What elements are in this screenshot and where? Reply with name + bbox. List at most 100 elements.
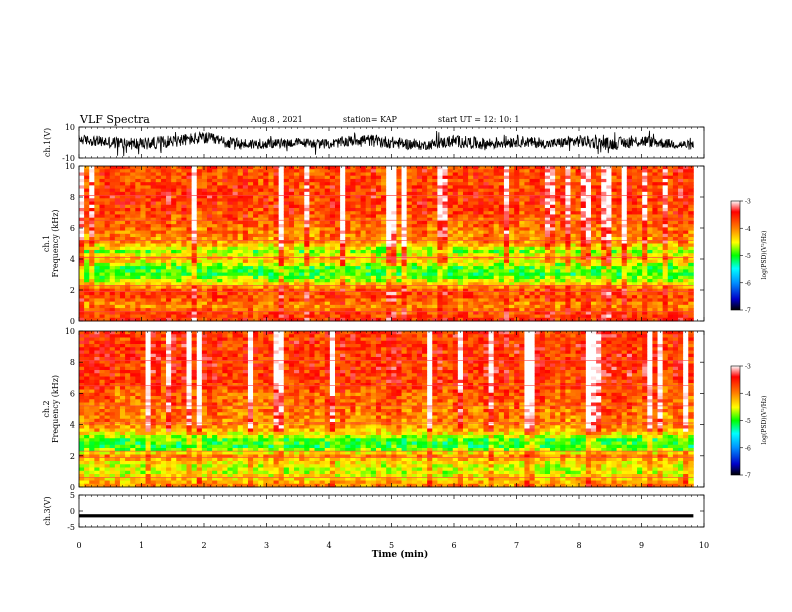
ch1-spectrogram-cell xyxy=(386,282,392,286)
ch1-spectrogram-cell xyxy=(242,195,249,199)
ch1-spectrogram-cell xyxy=(160,253,167,257)
ch1-spectrogram-cell xyxy=(242,214,249,219)
ch1-spectrogram-cell xyxy=(114,259,121,264)
ch1-spectrogram-cell xyxy=(217,295,223,299)
ch1-spectrogram-cell xyxy=(84,214,90,219)
ch1-spectrogram-cell xyxy=(396,317,402,322)
ch1-spectrogram-cell xyxy=(99,314,105,319)
ch1-spectrogram-cell xyxy=(166,172,172,177)
ch1-spectrogram-cell xyxy=(288,172,295,177)
ch1-spectrogram-cell xyxy=(79,178,85,183)
ch1-spectrogram-cell xyxy=(524,166,530,170)
ch1-spectrogram-cell xyxy=(560,233,566,238)
ch1-spectrogram-cell xyxy=(160,240,167,244)
ch1-spectrogram-cell xyxy=(160,214,167,219)
ch1-spectrogram-cell xyxy=(422,246,428,251)
ch1-spectrogram-cell xyxy=(309,311,315,315)
ch1-spectrogram-cell xyxy=(509,314,515,319)
ch1-spectrogram-cell xyxy=(570,269,577,273)
ch1-spectrogram-cell xyxy=(268,166,274,170)
ch1-spectrogram-cell xyxy=(222,198,228,202)
ch1-spectrogram-cell xyxy=(268,304,274,309)
ch1-spectrogram-cell xyxy=(437,240,443,244)
ch1-spectrogram-cell xyxy=(334,191,341,196)
ch1-spectrogram-cell xyxy=(575,224,582,228)
ch1-spectrogram-cell xyxy=(232,195,239,199)
ch1-spectrogram-cell xyxy=(488,269,495,273)
ch1-spectrogram-cell xyxy=(155,217,162,222)
ch1-spectrogram-cell xyxy=(468,246,474,251)
ch1-spectrogram-cell xyxy=(314,259,321,264)
ch1-spectrogram-cell xyxy=(529,275,536,280)
ch1-spectrogram-cell xyxy=(457,304,464,309)
ch1-spectrogram-cell xyxy=(232,275,239,280)
ch1-spectrogram-cell xyxy=(427,279,433,283)
ch1-spectrogram-cell xyxy=(181,237,187,241)
ch1-spectrogram-cell xyxy=(273,240,280,244)
ch1-spectrogram-cell xyxy=(217,266,223,270)
y-tick-label: 10 xyxy=(65,123,75,132)
ch1-spectrogram-cell xyxy=(375,169,382,173)
ch1-spectrogram-cell xyxy=(483,253,489,257)
ch1-spectrogram-cell xyxy=(268,243,274,248)
ch1-spectrogram-cell xyxy=(258,285,264,290)
ch1-spectrogram-cell xyxy=(232,233,239,238)
ch1-spectrogram-cell xyxy=(140,188,146,193)
ch1-spectrogram-cell xyxy=(503,282,510,286)
ch1-spectrogram-cell xyxy=(539,227,546,231)
ch1-spectrogram-cell xyxy=(155,172,162,177)
ch1-spectrogram-cell xyxy=(478,304,484,309)
ch1-spectrogram-cell xyxy=(550,166,556,170)
ch1-spectrogram-cell xyxy=(529,211,536,215)
ch1-spectrogram-cell xyxy=(232,198,239,202)
ch1-spectrogram-cell xyxy=(452,195,459,199)
ch1-spectrogram-cell xyxy=(253,220,259,225)
ch1-spectrogram-cell xyxy=(130,275,136,280)
ch1-spectrogram-cell xyxy=(534,279,541,283)
ch1-spectrogram-cell xyxy=(329,314,336,319)
ch1-spectrogram-cell xyxy=(575,198,582,202)
ch1-spectrogram-cell xyxy=(514,175,520,180)
ch1-spectrogram-cell xyxy=(381,172,387,177)
ch1-spectrogram-cell xyxy=(442,220,449,225)
ch1-spectrogram-cell xyxy=(544,182,551,186)
ch1-waveform-frame xyxy=(78,126,705,159)
ch1-spectrogram-cell xyxy=(539,188,546,193)
ch1-spectrogram-cell xyxy=(227,317,233,322)
ch1-spectrogram-cell xyxy=(99,317,105,322)
ch1-spectrogram-cell xyxy=(468,253,474,257)
ch1-spectrogram-cell xyxy=(324,317,331,322)
ch1-spectrogram-cell xyxy=(488,195,495,199)
ch1-spectrogram-cell xyxy=(396,291,402,296)
ch1-spectrogram-cell xyxy=(375,220,382,225)
ch1-spectrogram-cell xyxy=(381,230,387,235)
ch1-spectrogram-cell xyxy=(427,166,433,170)
ch1-spectrogram-cell xyxy=(575,175,582,180)
ch1-spectrogram-cell xyxy=(514,243,520,248)
ch1-spectrogram-cell xyxy=(99,233,105,238)
ch1-spectrogram-cell xyxy=(206,295,213,299)
ch1-spectrogram-cell xyxy=(514,217,520,222)
ch1-spectrogram-cell xyxy=(196,298,203,303)
ch1-spectrogram-cell xyxy=(217,166,223,170)
ch1-spectrogram-cell xyxy=(550,311,556,315)
ch1-spectrogram-cell xyxy=(94,237,100,241)
ch1-spectrogram-cell xyxy=(232,285,239,290)
ch1-spectrogram-cell xyxy=(201,272,208,277)
ch1-spectrogram-cell xyxy=(432,188,438,193)
ch1-spectrogram-cell xyxy=(585,243,592,248)
ch1-spectrogram-cell xyxy=(217,198,223,202)
ch1-spectrogram-cell xyxy=(104,314,111,319)
ch1-spectrogram-cell xyxy=(432,191,438,196)
ch1-spectrogram-cell xyxy=(488,172,495,177)
ch1-spectrogram-cell xyxy=(130,304,136,309)
ch1-spectrogram-cell xyxy=(355,204,361,209)
ch1-spectrogram-cell xyxy=(375,195,382,199)
ch1-spectrogram-cell xyxy=(360,237,367,241)
ch1-spectrogram-cell xyxy=(304,214,310,219)
ch1-spectrogram-cell xyxy=(468,259,474,264)
ch1-spectrogram-cell xyxy=(509,201,515,206)
ch1-spectrogram-cell xyxy=(196,246,203,251)
ch1-spectrogram-cell xyxy=(94,246,100,251)
ch1-spectrogram-cell xyxy=(191,275,198,280)
